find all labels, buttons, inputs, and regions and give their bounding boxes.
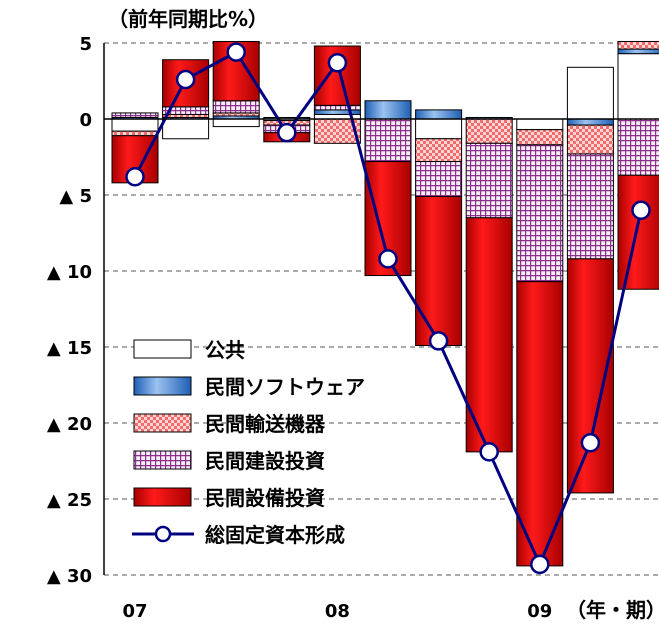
bar-segment-series-3: [566, 153, 614, 260]
total-series-point: [580, 433, 601, 453]
bar-segment-series-2: [566, 124, 614, 155]
legend-swatch-series-0: [133, 339, 192, 359]
bar-segment-series-2: [415, 138, 463, 163]
bar-segment-series-1: [313, 109, 361, 115]
bar-segment-series-1: [364, 100, 412, 120]
legend-swatch-series-3: [133, 450, 192, 470]
total-series-point: [277, 122, 297, 143]
bar-segment-series-1: [617, 48, 659, 55]
bar-segment-series-4: [415, 196, 463, 346]
bar-segment-series-1: [566, 118, 614, 126]
legend-label-series-2: 民間輸送機器: [205, 412, 326, 436]
bar-segment-series-3: [111, 112, 159, 118]
bar-segment-series-0: [111, 118, 159, 132]
legend-label-series-1: 民間ソフトウェア: [205, 375, 365, 399]
total-line: [125, 42, 651, 575]
legend-label-series-4: 民間設備投資: [205, 486, 325, 510]
y-tick-label: 0: [79, 110, 92, 131]
y-tick-label: ▲ 25: [47, 490, 92, 511]
bar-stacks: [111, 40, 659, 567]
bar-segment-series-0: [162, 118, 210, 140]
bar-segment-series-4: [516, 281, 564, 567]
bar-segment-series-2: [516, 129, 564, 146]
y-tick-label: ▲ 30: [47, 566, 92, 587]
legend-label-total: 総固定資本形成: [205, 523, 345, 547]
legend-swatch-total-marker: [154, 525, 172, 543]
bar-segment-series-3: [465, 142, 513, 219]
y-tick-label: ▲ 10: [47, 262, 92, 283]
total-series-point: [226, 42, 246, 62]
legend-label-series-0: 公共: [205, 338, 245, 362]
bar-segment-series-4: [465, 217, 513, 453]
unit-label: （前年同期比%）: [108, 7, 268, 31]
bar-segment-series-0: [415, 118, 463, 140]
x-tick-label: 07: [122, 601, 147, 622]
bar-segment-series-0: [566, 66, 614, 120]
x-tick-label: 09: [527, 601, 552, 622]
bar-segment-series-3: [364, 118, 412, 163]
bar-segment-series-2: [465, 118, 513, 144]
x-tick-label: 08: [325, 601, 350, 622]
legend-label-series-3: 民間建設投資: [205, 449, 325, 473]
total-series-point: [428, 331, 449, 351]
labels: 5 0 ▲ 5 ▲ 10 ▲ 15 ▲ 20 ▲ 25 ▲ 30 07 08 09 （年・期） （前年同…: [47, 7, 659, 622]
legend-swatch-series-4: [133, 487, 192, 507]
bar-segment-series-0: [516, 118, 564, 131]
total-series-point: [631, 200, 651, 220]
legend-swatch-series-2: [133, 413, 192, 433]
bar-segment-series-1: [415, 109, 463, 120]
y-tick-label: ▲ 5: [59, 186, 92, 207]
bar-segment-series-3: [415, 161, 463, 198]
bar-segment-series-0: [212, 118, 260, 128]
bar-segment-series-2: [617, 40, 659, 50]
total-series-point: [378, 249, 398, 269]
bar-segment-series-3: [617, 118, 659, 176]
bar-segment-series-2: [111, 130, 159, 137]
y-tick-label: ▲ 15: [47, 338, 92, 359]
total-series-point: [327, 53, 348, 73]
bar-segment-series-3: [516, 144, 564, 283]
bar-segment-series-4: [566, 258, 614, 494]
total-series-point: [125, 167, 145, 187]
bar-segment-series-0: [617, 53, 659, 120]
x-axis-note: （年・期）: [566, 598, 659, 622]
bar-segment-series-4: [617, 174, 659, 290]
y-tick-label: 5: [79, 34, 92, 55]
bar-segment-series-3: [313, 104, 361, 111]
total-series-point: [530, 554, 550, 575]
total-series-point: [479, 442, 499, 462]
total-series-point: [175, 69, 196, 90]
y-tick-label: ▲ 20: [47, 414, 92, 435]
axes: [103, 43, 659, 575]
bar-segment-series-3: [212, 100, 260, 114]
legend-swatch-series-1: [133, 376, 192, 396]
